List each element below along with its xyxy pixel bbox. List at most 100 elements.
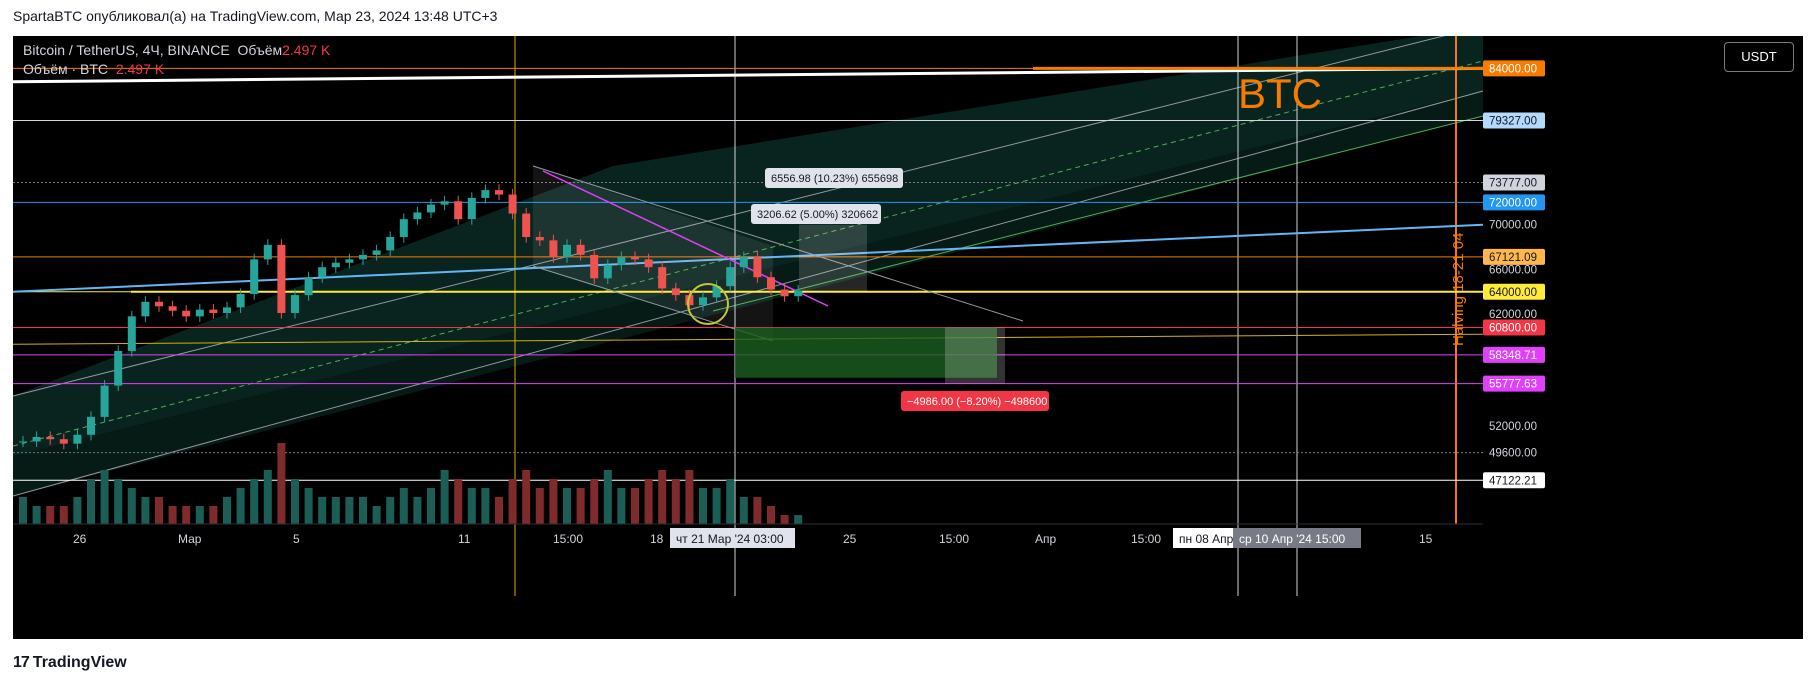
volume-bar (359, 497, 367, 524)
measure-annotation-box (901, 391, 1049, 411)
candle (549, 240, 558, 258)
flag-upper-line (532, 165, 1024, 322)
candle (291, 295, 299, 313)
highlight-circle (687, 283, 729, 326)
volume-bar (114, 479, 123, 524)
time-label: 18 (650, 532, 664, 546)
candle (685, 295, 694, 306)
volume-bar (250, 479, 259, 524)
candle (658, 267, 667, 289)
volume-bar (318, 497, 327, 524)
price-label-bg (1483, 283, 1545, 300)
volume-bar (603, 470, 612, 524)
price-label: 84000.00 (1489, 63, 1537, 75)
measure-annotation-box (765, 168, 903, 188)
candle (644, 259, 653, 268)
measure-box-up (799, 224, 867, 292)
candle (481, 190, 490, 198)
brand-name: TradingView (32, 654, 127, 671)
candle (155, 301, 163, 307)
currency-button[interactable]: USDT (1724, 42, 1794, 72)
price-label: 60800.00 (1489, 323, 1537, 335)
price-label: 66000.00 (1489, 264, 1537, 276)
price-label-bg (1483, 472, 1545, 489)
volume-bar (195, 506, 204, 524)
candle (631, 257, 639, 260)
candle (250, 259, 259, 294)
volume-bar (617, 488, 626, 524)
volume-bar (209, 506, 218, 524)
candle (780, 289, 789, 297)
candle (114, 350, 123, 386)
candle (168, 306, 177, 311)
candle (413, 212, 422, 220)
candle (576, 244, 585, 255)
volume-bar (549, 479, 558, 524)
time-label: 15:00 (939, 532, 969, 546)
time-label: 25 (843, 532, 857, 546)
volume-bar (522, 470, 531, 524)
price-chart[interactable]: BTC Halving 18-21 04 6556.98 (10.23%) 6556… (13, 36, 1803, 639)
candle (141, 301, 150, 317)
channel-mid-dashed (13, 60, 1484, 447)
price-label: 79327.00 (1489, 116, 1537, 128)
measure-annotation-text: −4986.00 (−8.20%) −498600 (907, 396, 1047, 408)
tradingview-logo-icon: 17 (13, 654, 30, 671)
volume-bar (712, 488, 721, 524)
candle (508, 194, 517, 214)
candle (236, 293, 245, 308)
volume-bar (576, 488, 585, 524)
volume-bar (100, 470, 109, 524)
flag-lower-line (532, 265, 774, 342)
volume-bar (481, 488, 490, 524)
measure-box-down (945, 327, 1005, 384)
volume-bar (236, 488, 245, 524)
volume-indicator-label[interactable]: Объём · BTC (23, 61, 109, 77)
volume-bar (223, 497, 231, 524)
volume-bar (495, 497, 503, 524)
volume-bar (32, 506, 41, 524)
candle (318, 267, 327, 278)
candle (372, 250, 381, 255)
candle (73, 434, 82, 444)
time-marker-bg (670, 528, 795, 548)
time-marker-bg (1233, 528, 1361, 548)
volume-bar (467, 488, 476, 524)
time-marker: чт 21 Мар '24 03:00 (676, 532, 784, 546)
measure-annotation-box (751, 204, 881, 224)
volume-bar (277, 443, 286, 524)
short-target-box (735, 327, 997, 378)
volume-bar (413, 497, 422, 524)
symbol-title[interactable]: Bitcoin / TetherUS, 4Ч, BINANCE (23, 42, 230, 58)
volume-bar (386, 497, 395, 524)
candle (590, 254, 599, 279)
time-label: 15:00 (1131, 532, 1161, 546)
volume-bar (454, 479, 463, 524)
magenta-trend-line (542, 170, 829, 307)
volume-bar (794, 515, 803, 524)
volume-bar (508, 479, 517, 524)
volume-bar (399, 488, 408, 524)
volume-bar (535, 488, 544, 524)
candle (671, 288, 680, 296)
measure-annotation-text: 6556.98 (10.23%) 655698 (771, 173, 898, 185)
candle (712, 286, 721, 298)
time-label: 15 (1419, 532, 1433, 546)
price-label-bg (1483, 346, 1545, 363)
volume-bar (263, 470, 272, 524)
candle (563, 244, 571, 258)
volume-bar (345, 497, 354, 524)
candle (535, 237, 544, 241)
time-marker-bg (1173, 528, 1233, 548)
candle (100, 385, 109, 417)
candle (427, 204, 435, 213)
volume-bar (780, 515, 789, 524)
price-label-bg (1483, 194, 1545, 211)
candle (767, 277, 775, 290)
candle (399, 219, 408, 238)
candle (87, 416, 95, 435)
volume-bar (291, 479, 299, 524)
price-label: 47122.21 (1489, 475, 1537, 487)
chart-area[interactable]: BTC Halving 18-21 04 6556.98 (10.23%) 6556… (13, 36, 1803, 639)
volume-bar (73, 497, 82, 524)
